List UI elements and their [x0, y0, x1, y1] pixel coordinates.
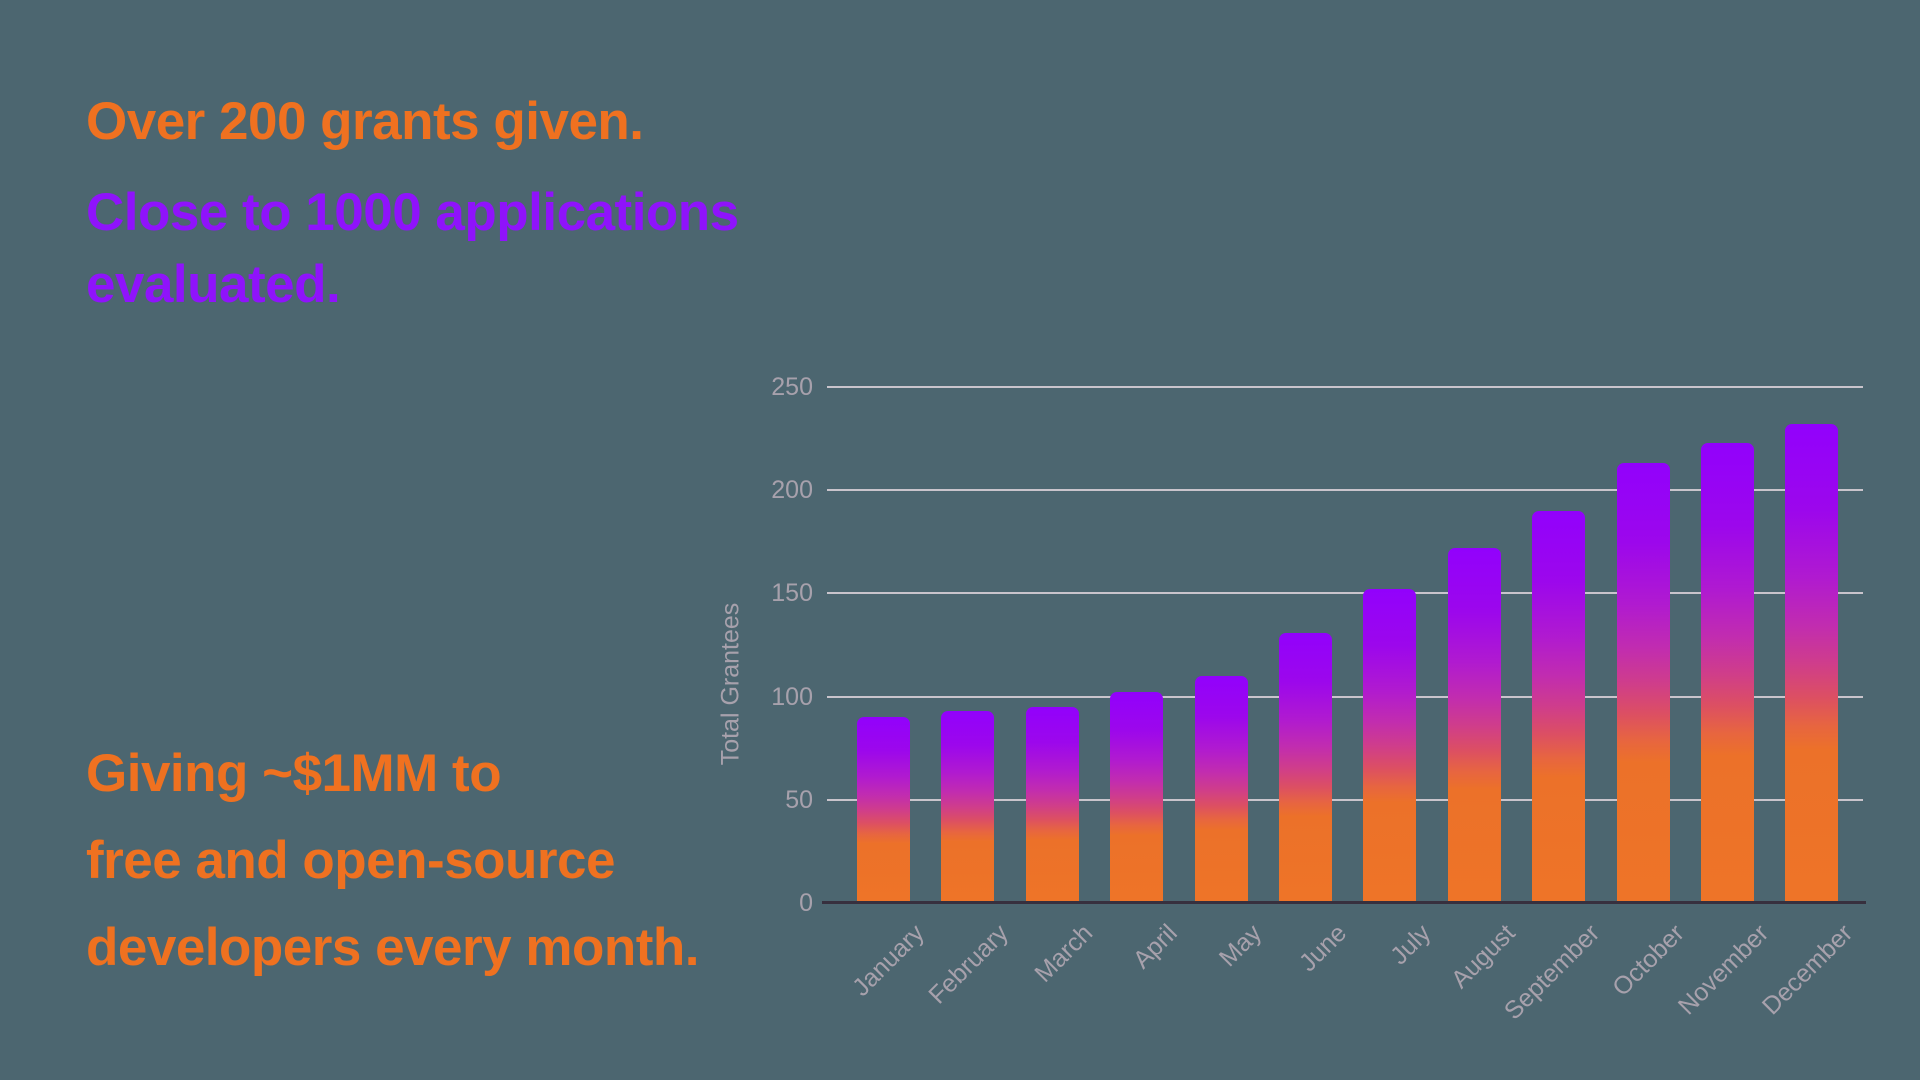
- y-tick-100: 100: [771, 682, 813, 711]
- bar-september: [1532, 510, 1586, 903]
- bar-january: [857, 717, 910, 903]
- plot-area: [827, 386, 1863, 903]
- bar-june: [1279, 632, 1332, 903]
- x-tick-november: November: [1672, 919, 1774, 1021]
- gridline-50: [827, 798, 1863, 801]
- y-tick-200: 200: [771, 476, 813, 505]
- x-tick-december: December: [1756, 919, 1859, 1021]
- gridline-250: [827, 386, 1863, 388]
- bar-november: [1701, 442, 1754, 903]
- bar-may: [1194, 675, 1248, 903]
- y-tick-0: 0: [799, 889, 813, 917]
- bar-march: [1025, 706, 1079, 903]
- y-tick-50: 50: [785, 785, 813, 814]
- x-tick-october: October: [1606, 919, 1690, 1002]
- x-tick-june: June: [1293, 919, 1352, 978]
- applications-headline-line1: Close to 1000 applications: [86, 183, 739, 242]
- bar-february: [941, 711, 995, 903]
- x-tick-may: May: [1214, 919, 1268, 973]
- giving-headline-line1: Giving ~$1MM to: [86, 744, 502, 803]
- x-axis-line: [822, 901, 1866, 904]
- y-tick-150: 150: [771, 579, 813, 608]
- gridline-100: [827, 695, 1863, 698]
- bar-october: [1616, 463, 1670, 903]
- giving-headline-line3: developers every month.: [86, 918, 699, 977]
- x-tick-february: February: [923, 919, 1015, 1010]
- x-tick-august: August: [1445, 919, 1521, 994]
- giving-headline: Giving ~$1MM to free and open-source dev…: [86, 730, 699, 991]
- x-tick-march: March: [1029, 919, 1099, 988]
- bar-july: [1363, 589, 1417, 903]
- x-tick-april: April: [1127, 919, 1183, 975]
- grants-headline: Over 200 grants given.: [86, 92, 644, 151]
- gridline-200: [827, 489, 1863, 492]
- y-tick-250: 250: [771, 373, 813, 401]
- bar-april: [1110, 692, 1164, 903]
- bar-august: [1447, 548, 1501, 903]
- bar-december: [1785, 424, 1839, 903]
- giving-headline-line2: free and open-source: [86, 831, 615, 890]
- applications-headline-line2: evaluated.: [86, 255, 341, 314]
- x-tick-july: July: [1384, 919, 1437, 971]
- applications-headline: Close to 1000 applications evaluated.: [86, 177, 739, 321]
- x-tick-january: January: [847, 919, 930, 1002]
- gridline-150: [827, 592, 1863, 595]
